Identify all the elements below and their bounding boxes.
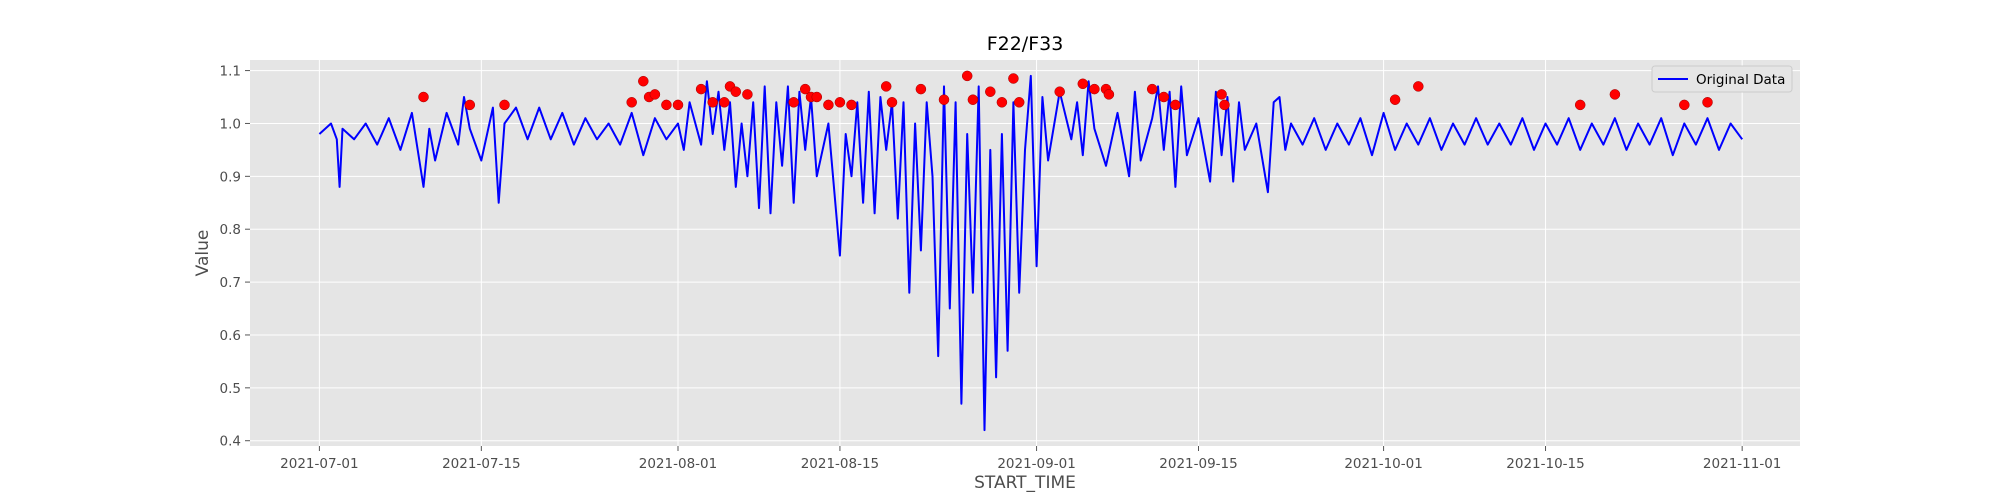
anomaly-point (996, 97, 1008, 108)
plot-area (250, 60, 1800, 446)
anomaly-point (649, 89, 661, 100)
legend: Original Data (1651, 65, 1793, 93)
legend-box (1651, 65, 1793, 93)
anomaly-point (880, 81, 892, 92)
anomaly-point (1158, 91, 1170, 103)
anomaly-point (886, 97, 898, 108)
anomaly-point (707, 97, 718, 108)
x-axis-label: START_TIME (974, 473, 1076, 493)
anomaly-point (1574, 99, 1586, 111)
anomaly-point (1103, 89, 1115, 100)
y-tick-label: 0.6 (220, 328, 241, 344)
anomaly-point (730, 86, 742, 97)
x-tick-label: 2021-10-15 (1506, 456, 1584, 472)
y-tick-label: 1.1 (220, 64, 241, 80)
anomaly-point (1077, 78, 1089, 90)
x-tick-label: 2021-08-01 (639, 456, 717, 472)
anomaly-point (1146, 83, 1158, 95)
data-layer (318, 70, 1744, 432)
anomaly-point (1702, 97, 1713, 108)
anomaly-point (967, 94, 979, 105)
anomaly-point (961, 70, 973, 82)
anomaly-point (418, 91, 429, 103)
anomaly-point (811, 91, 823, 103)
y-tick-label: 0.7 (220, 275, 241, 291)
legend-label: Original Data (1696, 72, 1785, 88)
x-tick-label: 2021-07-15 (442, 456, 520, 472)
y-tick-label: 0.8 (220, 222, 241, 238)
y-tick-label: 0.9 (220, 169, 241, 185)
anomaly-point (695, 83, 707, 95)
chart-title: F22/F33 (987, 33, 1064, 55)
anomaly-point (464, 99, 476, 111)
anomaly-point (1089, 83, 1100, 95)
anomaly-point (499, 99, 510, 111)
anomaly-point (1013, 97, 1025, 108)
x-tick-label: 2021-08-15 (801, 456, 879, 472)
anomaly-point (1389, 94, 1401, 105)
anomaly-point (1054, 86, 1065, 97)
series-line-original-data (318, 74, 1744, 432)
anomaly-point (1609, 89, 1621, 100)
y-tick-label: 0.4 (220, 434, 241, 450)
anomaly-point (1008, 73, 1019, 84)
anomaly-point (799, 83, 811, 95)
grid (250, 60, 1800, 446)
anomaly-point (834, 97, 846, 108)
x-tick-label: 2021-09-01 (997, 456, 1075, 472)
y-tick-label: 1.0 (220, 116, 241, 132)
anomaly-point (823, 99, 834, 111)
y-tick-label: 0.5 (220, 381, 241, 397)
anomaly-point (915, 83, 927, 95)
anomaly-point (985, 86, 996, 97)
anomaly-point (1219, 99, 1230, 111)
anomaly-point (1679, 99, 1690, 111)
anomaly-point (1413, 81, 1424, 92)
ticks: 0.4 0.5 0.6 0.7 0.8 0.9 1.0 1.1 2021-07-01 2021-0… (220, 64, 1782, 472)
anomaly-point (719, 97, 730, 108)
x-tick-label: 2021-10-01 (1344, 456, 1422, 472)
x-tick-label: 2021-11-01 (1703, 456, 1781, 472)
x-tick-label: 2021-09-15 (1159, 456, 1237, 472)
anomaly-point (661, 99, 672, 111)
anomaly-point (1216, 89, 1227, 100)
anomaly-point (626, 97, 637, 108)
anomaly-point (1170, 99, 1181, 111)
y-axis-label: Value (193, 230, 213, 277)
x-tick-label: 2021-07-01 (280, 456, 358, 472)
anomaly-point (846, 99, 857, 111)
anomaly-point (672, 99, 684, 111)
anomaly-point (938, 94, 950, 105)
anomaly-point (638, 75, 649, 87)
anomaly-point (742, 89, 753, 100)
anomaly-point (788, 97, 799, 108)
